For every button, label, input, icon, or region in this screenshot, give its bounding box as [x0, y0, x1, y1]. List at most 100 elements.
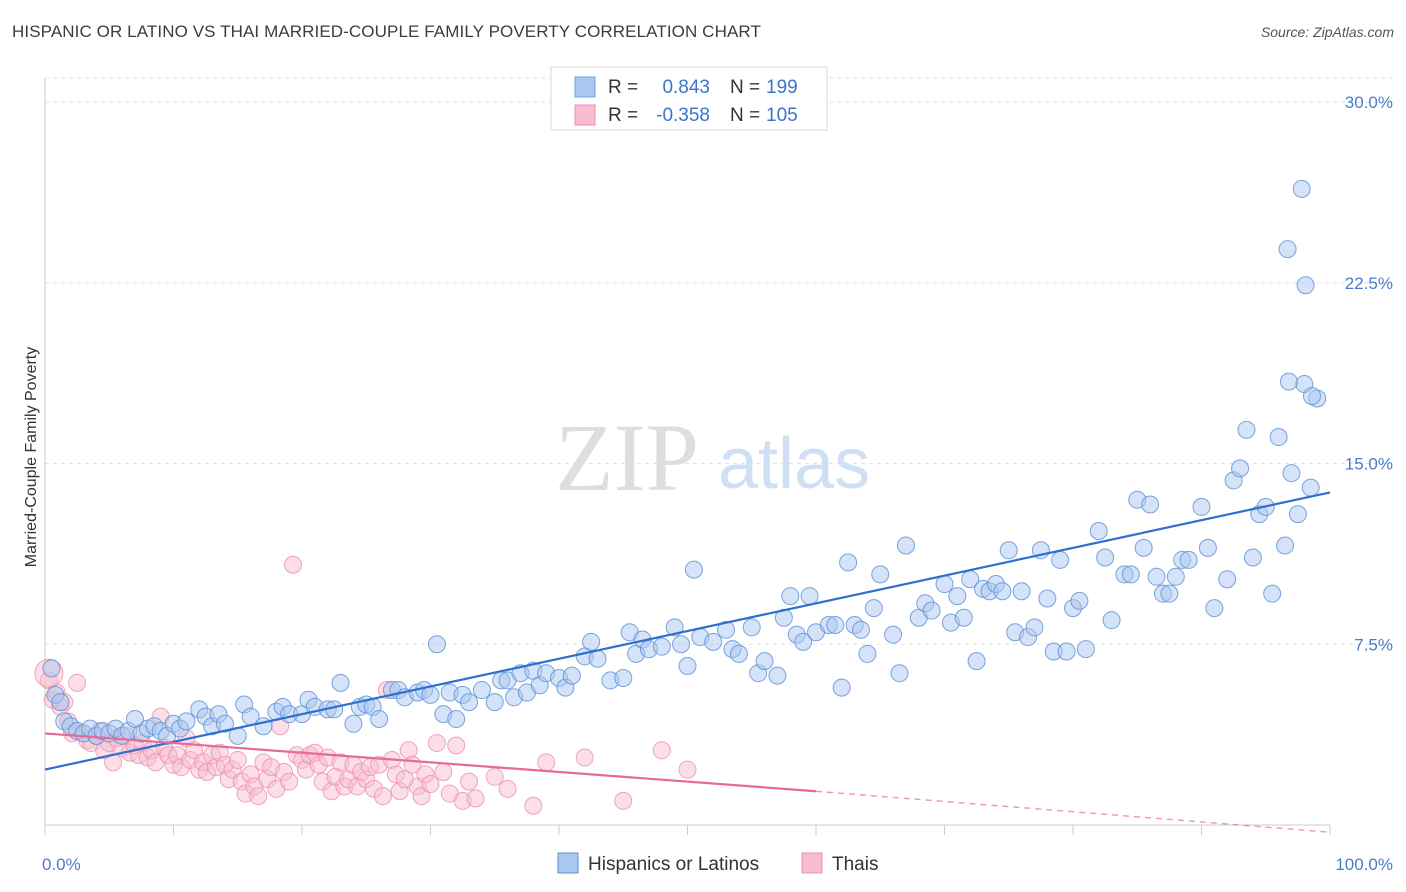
data-point	[485, 767, 504, 786]
y-tick-label: 7.5%	[1354, 635, 1393, 654]
data-point	[948, 587, 967, 606]
data-point	[1205, 599, 1224, 618]
watermark: ZIP atlas	[555, 404, 870, 511]
legend-swatch	[557, 852, 579, 874]
y-tick-label: 30.0%	[1345, 93, 1393, 112]
data-point	[215, 714, 234, 733]
data-point	[1160, 584, 1179, 603]
watermark-zip: ZIP	[555, 404, 699, 511]
data-point	[800, 587, 819, 606]
data-point	[421, 685, 440, 704]
chart-source: Source: ZipAtlas.com	[1260, 24, 1394, 40]
data-point	[652, 637, 671, 656]
data-point	[524, 796, 543, 815]
data-point	[412, 787, 431, 806]
data-point	[1301, 478, 1320, 497]
data-point	[1141, 495, 1160, 514]
data-point	[1102, 611, 1121, 630]
data-point	[228, 750, 247, 769]
data-point	[1282, 464, 1301, 483]
trend-line-thais	[44, 732, 817, 793]
data-point	[884, 625, 903, 644]
data-point	[1076, 640, 1095, 659]
chart-title: HISPANIC OR LATINO VS THAI MARRIED-COUPL…	[12, 22, 761, 41]
data-point	[582, 632, 601, 651]
data-point	[466, 789, 485, 808]
data-point	[858, 644, 877, 663]
data-point	[1166, 567, 1185, 586]
data-point	[421, 775, 440, 794]
data-point	[485, 693, 504, 712]
trend-line-thais-extension	[815, 790, 1331, 833]
data-point	[1263, 584, 1282, 603]
data-point	[993, 582, 1012, 601]
data-point	[51, 693, 70, 712]
y-tick-label: 15.0%	[1345, 455, 1393, 474]
data-point	[434, 762, 453, 781]
data-point	[460, 772, 479, 791]
y-tick-labels: 7.5% 15.0% 22.5% 30.0%	[1345, 93, 1393, 654]
data-point	[864, 599, 883, 618]
legend-stats: R = 0.843 N = 199 R = -0.358 N = 105	[550, 66, 828, 131]
data-point	[614, 669, 633, 688]
data-point	[1089, 522, 1108, 541]
data-point	[1237, 420, 1256, 439]
data-point	[1057, 642, 1076, 661]
legend-n-value: 105	[766, 105, 798, 126]
data-point	[614, 791, 633, 810]
watermark-atlas: atlas	[718, 424, 870, 504]
data-point	[1070, 591, 1089, 610]
legend-series: Hispanics or Latinos Thais	[557, 852, 878, 875]
trend-lines	[44, 491, 1331, 833]
data-point	[1288, 505, 1307, 524]
legend-swatch	[574, 76, 596, 98]
data-point	[42, 659, 61, 678]
data-point	[896, 536, 915, 555]
legend-n-value: 199	[766, 77, 798, 98]
data-point	[1096, 548, 1115, 567]
data-point	[851, 620, 870, 639]
data-point	[447, 736, 466, 755]
data-point	[1292, 179, 1311, 198]
data-point	[742, 618, 761, 637]
data-point	[826, 615, 845, 634]
legend-series-name: Hispanics or Latinos	[588, 854, 759, 875]
data-point	[280, 772, 299, 791]
data-point	[373, 787, 392, 806]
data-point	[1231, 459, 1250, 478]
data-point	[472, 681, 491, 700]
series-hispanics-points	[42, 179, 1327, 745]
data-point	[460, 693, 479, 712]
data-point	[370, 709, 389, 728]
data-point	[1269, 428, 1288, 447]
data-point	[954, 608, 973, 627]
y-axis-label: Married-Couple Family Poverty	[23, 347, 40, 568]
data-point	[678, 656, 697, 675]
legend-series-name: Thais	[832, 854, 878, 875]
data-point	[537, 753, 556, 772]
legend-r-value: -0.358	[656, 105, 710, 126]
data-point	[498, 779, 517, 798]
data-point	[1276, 536, 1295, 555]
data-point	[1243, 548, 1262, 567]
data-point	[1278, 240, 1297, 259]
data-point	[447, 709, 466, 728]
data-point	[794, 632, 813, 651]
data-point	[704, 632, 723, 651]
data-point	[1038, 589, 1057, 608]
data-point	[427, 635, 446, 654]
data-point	[177, 712, 196, 731]
data-point	[672, 635, 691, 654]
x-tick-label-min: 0.0%	[42, 855, 81, 874]
legend-r-label: R =	[608, 77, 638, 98]
data-point	[1147, 567, 1166, 586]
data-point	[1279, 372, 1298, 391]
data-point	[68, 673, 87, 692]
data-point	[1121, 565, 1140, 584]
data-point	[185, 741, 204, 760]
data-point	[684, 560, 703, 579]
data-point	[999, 541, 1018, 560]
data-point	[729, 644, 748, 663]
data-point	[922, 601, 941, 620]
